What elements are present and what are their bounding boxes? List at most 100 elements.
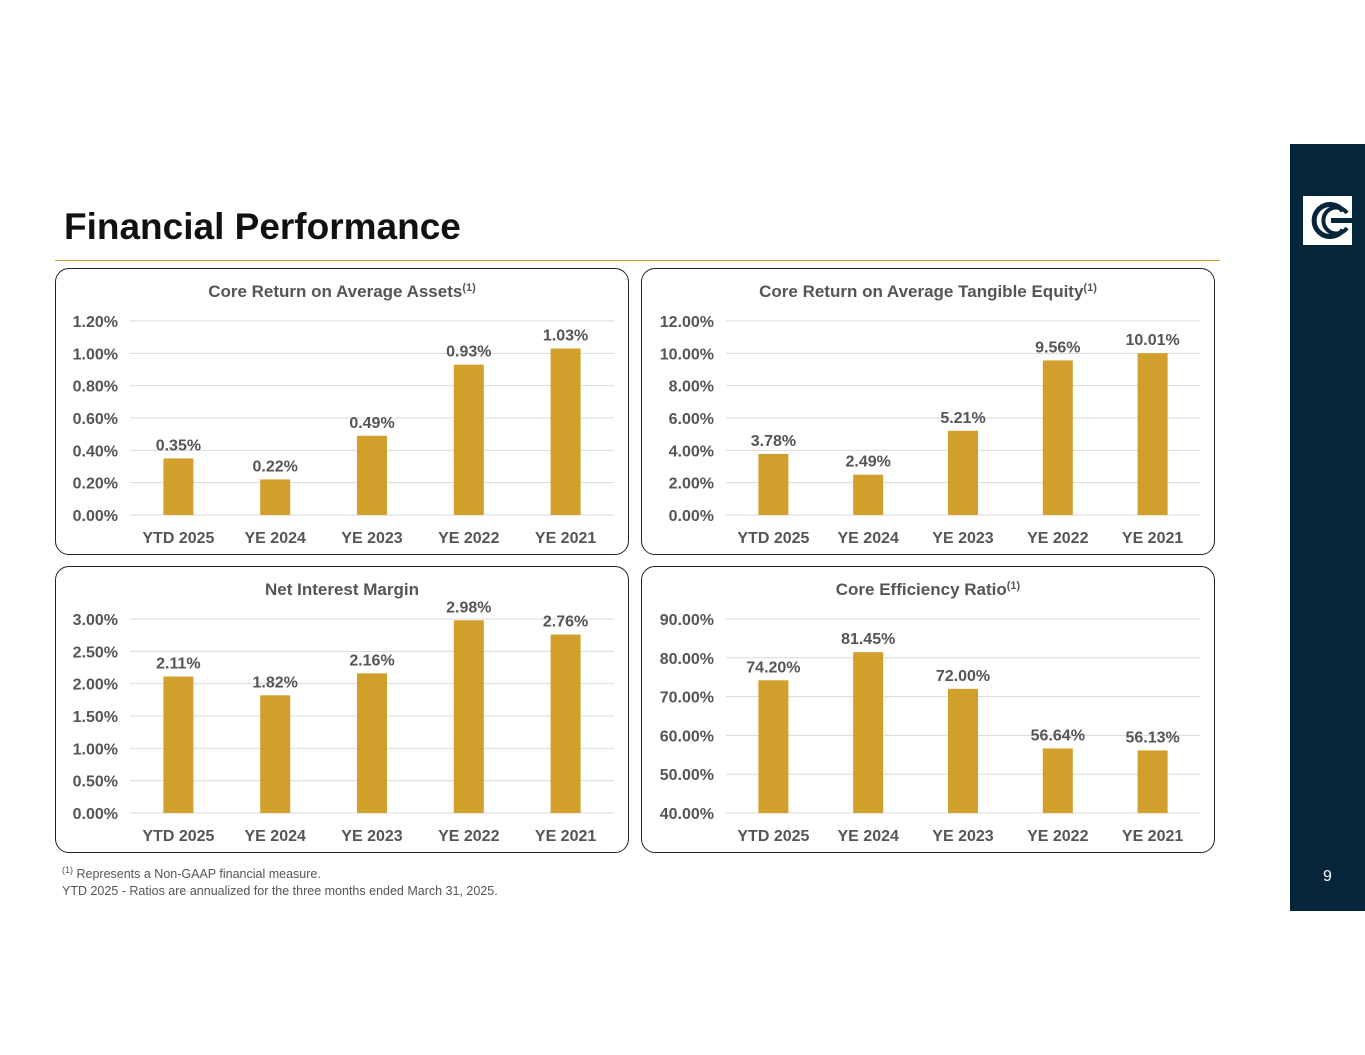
data-label: 1.03% bbox=[543, 327, 588, 344]
x-tick-label: YE 2021 bbox=[1122, 530, 1183, 547]
data-label: 0.22% bbox=[253, 458, 298, 475]
bar bbox=[758, 680, 789, 813]
y-tick-label: 0.00% bbox=[73, 806, 118, 823]
data-label: 56.13% bbox=[1125, 729, 1179, 746]
company-logo bbox=[1303, 196, 1352, 245]
y-tick-label: 60.00% bbox=[660, 728, 714, 745]
data-label: 56.64% bbox=[1031, 727, 1085, 744]
data-label: 0.93% bbox=[446, 344, 491, 361]
sidebar bbox=[1290, 144, 1365, 911]
x-tick-label: YE 2021 bbox=[1122, 828, 1183, 845]
data-label: 2.98% bbox=[446, 599, 491, 616]
x-tick-label: YE 2021 bbox=[535, 530, 596, 547]
x-tick-label: YE 2024 bbox=[838, 828, 899, 845]
chart-core-rotce: Core Return on Average Tangible Equity(1… bbox=[641, 268, 1215, 555]
data-label: 72.00% bbox=[936, 668, 990, 685]
footnote-marker: (1) bbox=[62, 865, 73, 875]
chart-svg: Net Interest Margin 0.00% 0.50% 1.00% 1.50% 2… bbox=[73, 580, 614, 845]
bar bbox=[453, 364, 484, 515]
chart-core-roaa: Core Return on Average Assets(1) 0.00% 0.2… bbox=[55, 268, 629, 555]
x-tick-label: YE 2024 bbox=[838, 530, 899, 547]
y-tick-label: 0.00% bbox=[73, 508, 118, 525]
bar bbox=[1137, 750, 1168, 813]
y-tick-label: 2.00% bbox=[73, 677, 118, 694]
page-title: Financial Performance bbox=[64, 206, 461, 247]
y-tick-label: 4.00% bbox=[669, 443, 714, 460]
chart-title: Core Efficiency Ratio(1) bbox=[836, 580, 1021, 599]
bar bbox=[163, 676, 194, 813]
title-superscript: (1) bbox=[462, 282, 476, 294]
footnotes: (1) Represents a Non-GAAP financial meas… bbox=[62, 862, 498, 900]
x-tick-label: YE 2021 bbox=[535, 828, 596, 845]
chart-svg: Core Efficiency Ratio(1) 40.00% 50.00% 60.0… bbox=[660, 580, 1200, 845]
footnote-1: Represents a Non-GAAP financial measure. bbox=[76, 867, 321, 882]
bar bbox=[948, 430, 978, 515]
data-label: 81.45% bbox=[841, 631, 895, 648]
x-tick-label: YE 2024 bbox=[245, 530, 306, 547]
data-label: 9.56% bbox=[1035, 339, 1080, 356]
x-tick-label: YE 2022 bbox=[1027, 828, 1088, 845]
x-tick-label: YTD 2025 bbox=[142, 530, 214, 547]
bar bbox=[948, 688, 978, 813]
bar bbox=[357, 673, 387, 813]
bar bbox=[853, 474, 884, 515]
y-tick-label: 80.00% bbox=[660, 651, 714, 668]
y-tick-label: 40.00% bbox=[660, 806, 714, 823]
bar bbox=[357, 435, 387, 515]
y-tick-label: 0.00% bbox=[669, 508, 714, 525]
y-tick-label: 1.00% bbox=[73, 741, 118, 758]
bar bbox=[260, 695, 291, 813]
chart-net-interest-margin: Net Interest Margin 0.00% 0.50% 1.00% 1.50% 2… bbox=[55, 566, 629, 853]
chart-title: Core Return on Average Assets(1) bbox=[208, 282, 476, 301]
x-tick-label: YTD 2025 bbox=[737, 828, 809, 845]
x-tick-label: YE 2023 bbox=[341, 530, 402, 547]
x-tick-label: YE 2022 bbox=[438, 828, 499, 845]
bar bbox=[758, 453, 789, 515]
data-label: 2.76% bbox=[543, 614, 588, 631]
data-label: 0.49% bbox=[349, 415, 394, 432]
y-tick-label: 0.60% bbox=[73, 411, 118, 428]
y-tick-label: 10.00% bbox=[660, 346, 714, 363]
data-label: 5.21% bbox=[940, 410, 985, 427]
data-label: 10.01% bbox=[1125, 332, 1179, 349]
y-tick-label: 0.50% bbox=[73, 774, 118, 791]
chart-title: Net Interest Margin bbox=[265, 580, 419, 599]
y-tick-label: 2.00% bbox=[669, 476, 714, 493]
title-divider bbox=[55, 260, 1220, 261]
x-tick-label: YE 2023 bbox=[932, 828, 993, 845]
bar bbox=[260, 479, 291, 515]
y-tick-label: 0.80% bbox=[73, 379, 118, 396]
x-tick-label: YE 2022 bbox=[438, 530, 499, 547]
y-tick-label: 50.00% bbox=[660, 767, 714, 784]
chart-svg: Core Return on Average Assets(1) 0.00% 0.2… bbox=[73, 282, 614, 547]
bar bbox=[453, 620, 484, 813]
data-label: 3.78% bbox=[751, 433, 796, 450]
bar bbox=[853, 652, 884, 813]
data-label: 74.20% bbox=[746, 659, 800, 676]
y-tick-label: 70.00% bbox=[660, 690, 714, 707]
x-tick-label: YE 2024 bbox=[245, 828, 306, 845]
y-tick-label: 0.40% bbox=[73, 443, 118, 460]
chart-core-efficiency-ratio: Core Efficiency Ratio(1) 40.00% 50.00% 60.0… bbox=[641, 566, 1215, 853]
x-tick-label: YE 2023 bbox=[932, 530, 993, 547]
title-superscript: (1) bbox=[1083, 282, 1097, 294]
data-label: 2.16% bbox=[349, 652, 394, 669]
y-tick-label: 6.00% bbox=[669, 411, 714, 428]
y-tick-label: 90.00% bbox=[660, 612, 714, 629]
title-superscript: (1) bbox=[1007, 580, 1021, 592]
bar bbox=[1137, 353, 1168, 515]
y-tick-label: 1.20% bbox=[73, 314, 118, 331]
footnote-2: YTD 2025 - Ratios are annualized for the… bbox=[62, 884, 498, 899]
x-tick-label: YTD 2025 bbox=[737, 530, 809, 547]
data-label: 2.49% bbox=[846, 454, 891, 471]
data-label: 2.11% bbox=[156, 656, 200, 673]
bar bbox=[550, 634, 581, 813]
data-label: 1.82% bbox=[253, 674, 298, 691]
data-label: 0.35% bbox=[156, 437, 201, 454]
chart-svg: Core Return on Average Tangible Equity(1… bbox=[660, 282, 1200, 547]
bar bbox=[550, 348, 581, 515]
y-tick-label: 1.00% bbox=[73, 346, 118, 363]
bar bbox=[163, 458, 194, 515]
y-tick-label: 12.00% bbox=[660, 314, 714, 331]
y-tick-label: 2.50% bbox=[73, 644, 118, 661]
